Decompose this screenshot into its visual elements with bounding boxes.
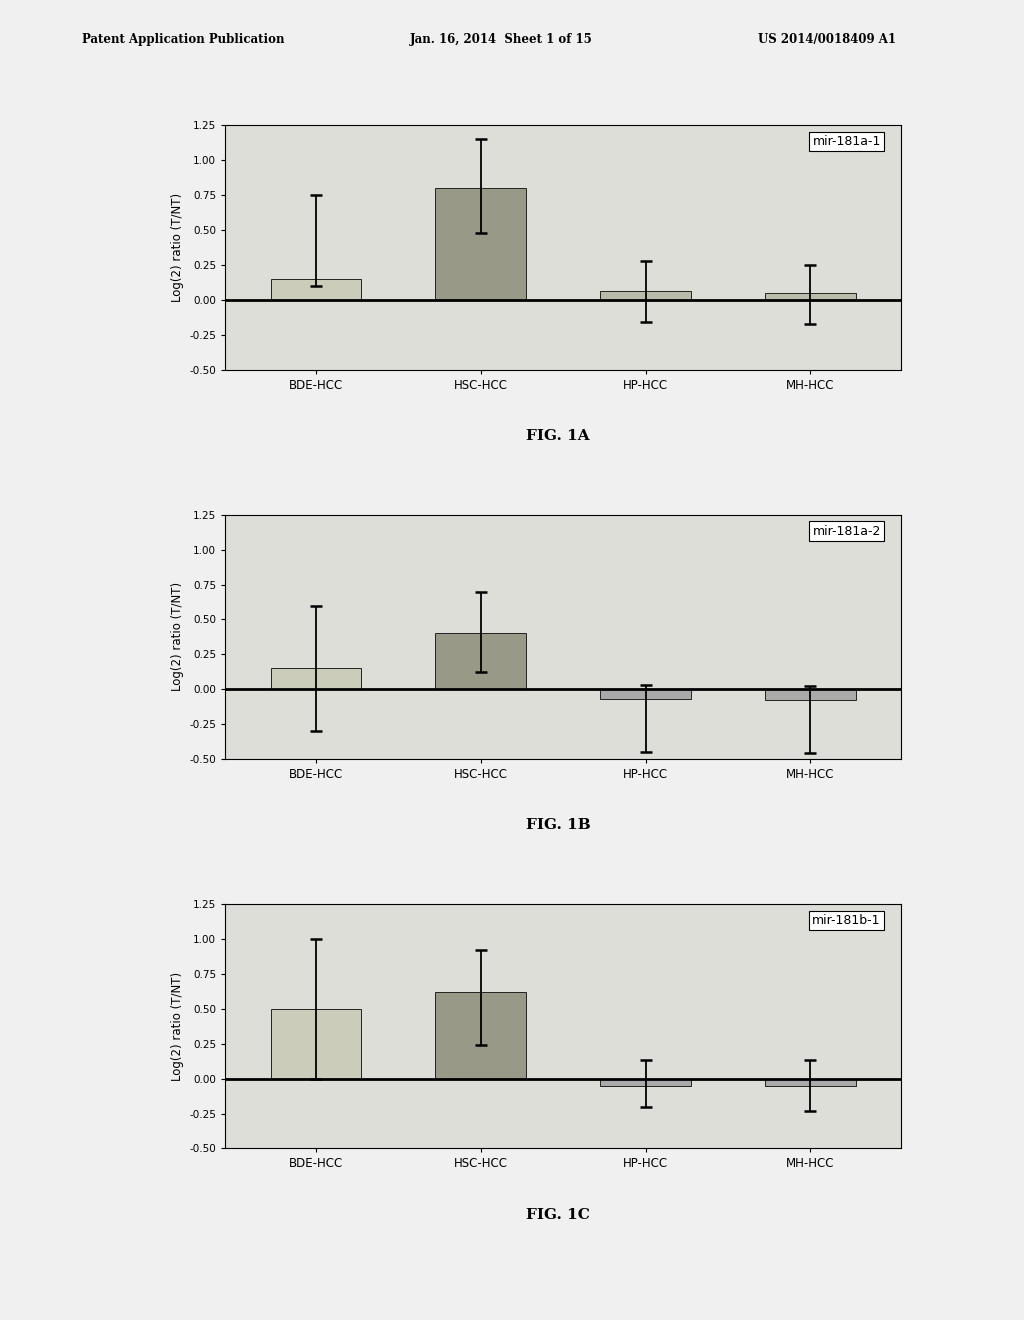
Bar <box>600 1078 691 1085</box>
Bar <box>270 1008 361 1078</box>
Text: mir-181a-1: mir-181a-1 <box>812 135 881 148</box>
Text: mir-181b-1: mir-181b-1 <box>812 913 881 927</box>
Bar <box>435 993 526 1078</box>
Bar <box>270 668 361 689</box>
Text: FIG. 1C: FIG. 1C <box>526 1208 590 1222</box>
Y-axis label: Log(2) ratio (T/NT): Log(2) ratio (T/NT) <box>171 193 184 302</box>
Bar <box>765 1078 856 1085</box>
Bar <box>435 634 526 689</box>
Bar <box>270 279 361 300</box>
Y-axis label: Log(2) ratio (T/NT): Log(2) ratio (T/NT) <box>171 582 184 692</box>
Text: FIG. 1A: FIG. 1A <box>526 429 590 444</box>
Bar <box>765 689 856 701</box>
Bar <box>765 293 856 300</box>
Bar <box>600 689 691 700</box>
Text: Jan. 16, 2014  Sheet 1 of 15: Jan. 16, 2014 Sheet 1 of 15 <box>410 33 592 46</box>
Y-axis label: Log(2) ratio (T/NT): Log(2) ratio (T/NT) <box>171 972 184 1081</box>
Bar <box>600 292 691 300</box>
Text: Patent Application Publication: Patent Application Publication <box>82 33 285 46</box>
Text: mir-181a-2: mir-181a-2 <box>812 524 881 537</box>
Bar <box>435 189 526 300</box>
Text: FIG. 1B: FIG. 1B <box>525 818 591 833</box>
Text: US 2014/0018409 A1: US 2014/0018409 A1 <box>758 33 896 46</box>
